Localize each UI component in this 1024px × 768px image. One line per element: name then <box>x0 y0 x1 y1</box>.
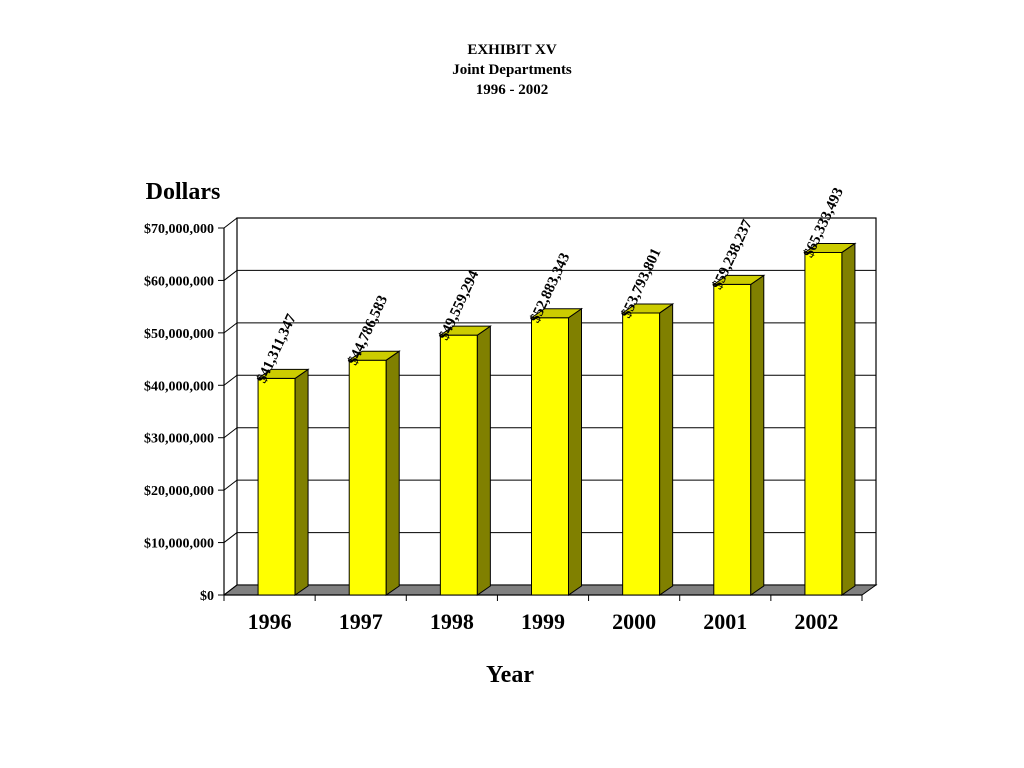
bar-front-face <box>257 377 296 596</box>
y-tick-label: $50,000,000 <box>144 327 214 342</box>
chart-date-range: 1996 - 2002 <box>475 82 549 98</box>
bar-side-face <box>385 350 400 596</box>
y-tick-labels: $0 $10,000,000 $20,000,000 $30,000,000 $40,0… <box>144 222 214 604</box>
bar-front-face <box>439 334 478 596</box>
x-axis-label: Year <box>486 662 534 688</box>
bar <box>529 307 584 596</box>
bar <box>712 274 766 596</box>
bar-side-face <box>568 307 582 596</box>
chart-title: EXHIBIT XV <box>467 42 557 58</box>
bar-side-face <box>294 368 309 596</box>
bar <box>347 350 401 596</box>
bar <box>438 325 492 596</box>
floor-left-edge <box>223 584 238 596</box>
y-tick-connector <box>223 322 238 334</box>
bar-top-face <box>803 242 857 253</box>
y-tick-label: $40,000,000 <box>144 379 214 394</box>
bar-side-face <box>750 274 765 596</box>
y-tick-label: $70,000,000 <box>144 222 214 237</box>
bar-front-face <box>713 283 752 596</box>
bar <box>256 368 310 596</box>
bar <box>803 242 857 596</box>
y-tick-connector <box>223 427 238 439</box>
y-tick-label: $30,000,000 <box>144 432 214 447</box>
x-tick-label: 1998 <box>430 609 474 634</box>
bar-front-face <box>622 312 661 596</box>
bar-front-face <box>348 359 387 596</box>
y-tick-connector <box>223 217 238 229</box>
x-tick-label: 2000 <box>612 609 656 634</box>
x-tick-label: 2001 <box>703 609 747 634</box>
y-axis-label: Dollars <box>146 179 221 205</box>
bar-top-face <box>529 308 584 319</box>
bar-top-face <box>712 274 766 285</box>
bar-top-face <box>621 303 675 314</box>
x-tick-label: 1999 <box>521 609 565 634</box>
bars <box>256 242 857 596</box>
chart-title-block: EXHIBIT XV Joint Departments 1996 - 2002 <box>0 40 1024 100</box>
y-tick-label: $60,000,000 <box>144 274 214 289</box>
bar-top-face <box>256 368 310 379</box>
bar-front-face <box>531 317 569 596</box>
bar-side-face <box>476 325 491 596</box>
bar-side-face <box>841 242 856 596</box>
y-tick-connector <box>223 479 238 491</box>
bar-side-face <box>659 303 674 596</box>
y-tick-label: $0 <box>200 589 214 604</box>
y-tick-connector <box>223 270 238 281</box>
chart-subtitle: Joint Departments <box>452 62 572 78</box>
bar-top-face <box>438 325 492 336</box>
y-tick-connector <box>223 532 238 543</box>
x-tick-labels: 1996 1997 1998 1999 2000 2001 2002 <box>248 609 839 634</box>
bar <box>621 303 675 596</box>
y-tick-label: $20,000,000 <box>144 484 214 499</box>
x-tick-label: 2002 <box>794 609 838 634</box>
y-tick-label: $10,000,000 <box>144 537 214 552</box>
bar-top-face <box>347 350 401 361</box>
bar-front-face <box>804 251 843 596</box>
y-tick-connector <box>223 374 238 386</box>
x-tick-label: 1996 <box>248 609 292 634</box>
x-tick-label: 1997 <box>339 609 383 634</box>
